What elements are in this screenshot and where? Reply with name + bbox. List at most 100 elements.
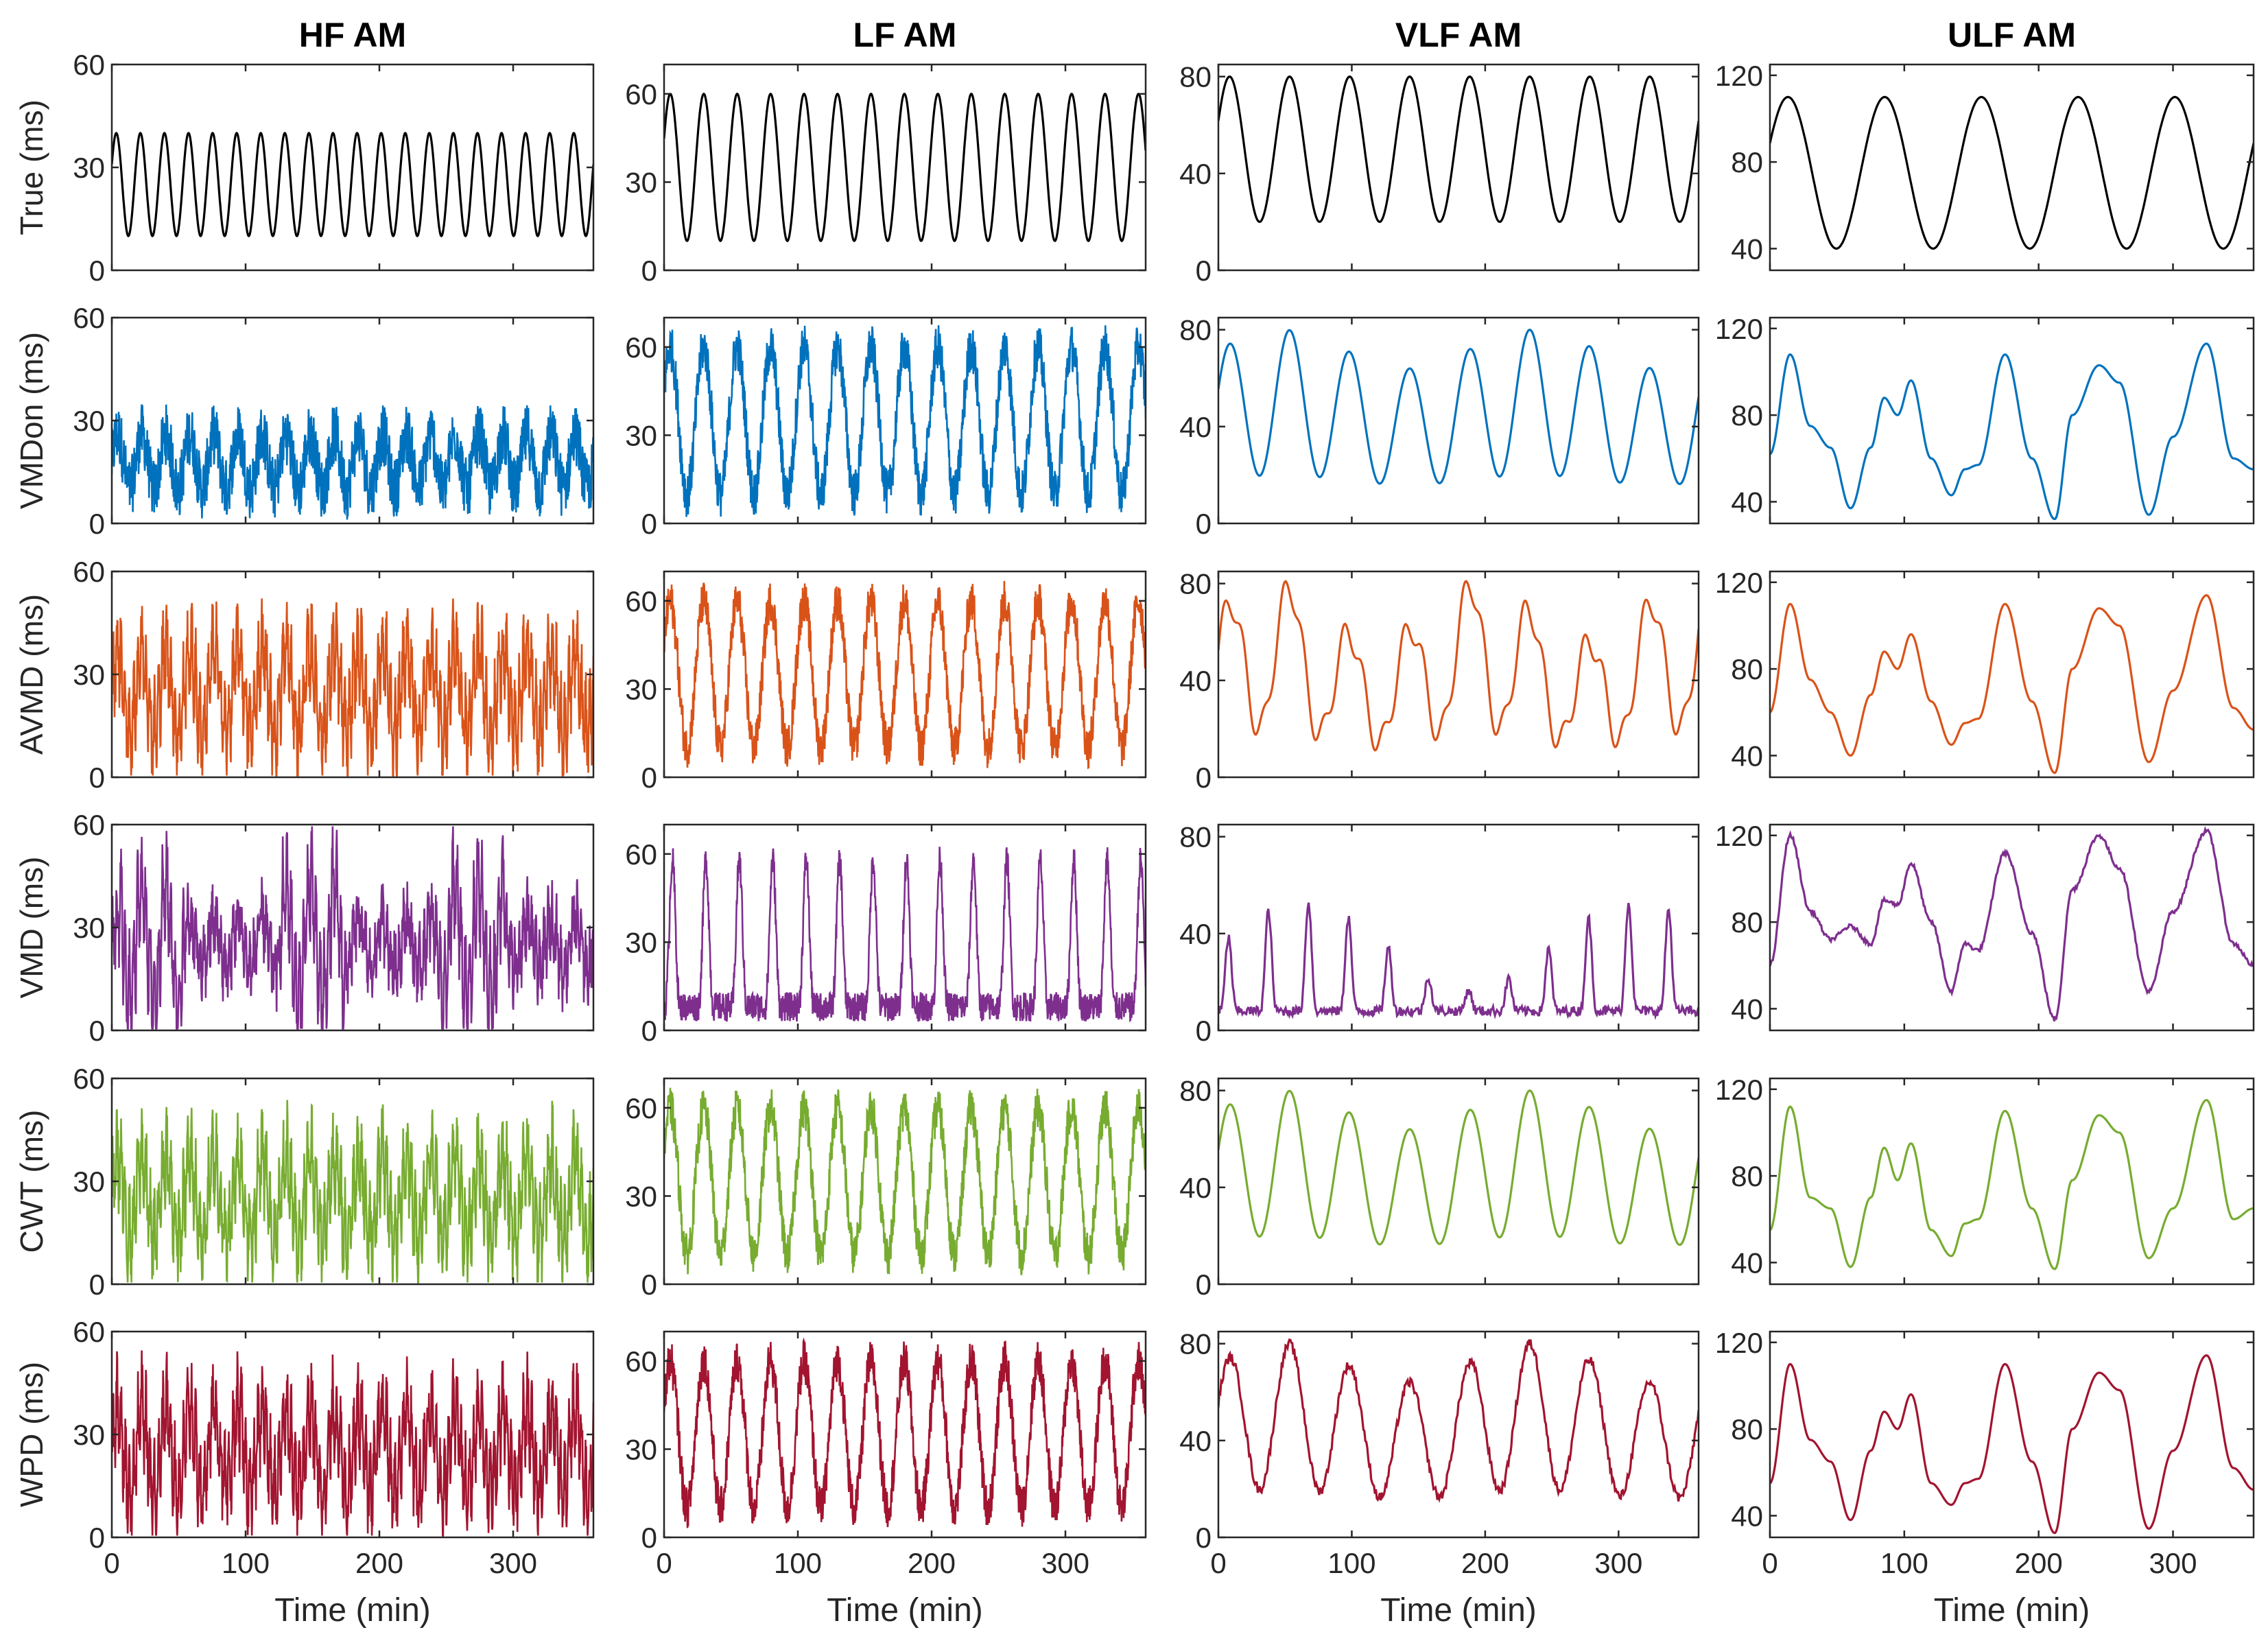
axes-box	[1217, 63, 1700, 272]
y-tick-label: 60	[73, 809, 105, 841]
y-tick-label: 30	[625, 1433, 657, 1465]
subplot-r6-c1: 0 100 200 300 0 30 60 Time (min) WPD (ms)	[14, 1316, 595, 1629]
subplot-r4-c4: 40 80 120	[1715, 820, 2255, 1032]
series-line-true-1	[112, 132, 593, 237]
axes-box	[663, 570, 1147, 779]
y-tick-label: 80	[1731, 653, 1763, 685]
y-tick-label: 30	[625, 419, 657, 451]
axes-box	[1217, 823, 1700, 1032]
x-axis-label: Time (min)	[1380, 1592, 1537, 1629]
series-line-VMDon-4	[1770, 342, 2254, 521]
subplot-r1-c3: 0 40 80	[1179, 61, 1700, 287]
y-tick-label: 40	[1731, 1246, 1763, 1279]
series-line-WPD-4	[1770, 1354, 2254, 1535]
x-tick-label: 200	[2015, 1547, 2063, 1579]
x-tick-label: 0	[1762, 1547, 1777, 1579]
y-tick-label: 80	[1179, 568, 1212, 600]
y-tick-label: 60	[625, 838, 657, 871]
x-tick-label: 300	[2149, 1547, 2197, 1579]
subplot-r5-c3: 0 40 80	[1179, 1075, 1700, 1301]
subplot-r2-c4: 40 80 120	[1715, 313, 2255, 525]
x-tick-label: 200	[908, 1547, 956, 1579]
y-tick-label: 120	[1715, 1074, 1763, 1106]
column-title-1: HF AM	[299, 16, 406, 54]
series-line-WPD-3	[1218, 1338, 1699, 1504]
axes-box	[663, 823, 1147, 1032]
y-tick-label: 0	[89, 1268, 105, 1301]
y-tick-label: 80	[1179, 1075, 1212, 1107]
axes-box	[1769, 1077, 2255, 1286]
y-tick-label: 80	[1731, 1413, 1763, 1445]
y-tick-label: 80	[1731, 399, 1763, 432]
row-label-WPD: WPD (ms)	[14, 1362, 49, 1507]
y-tick-label: 30	[73, 1166, 105, 1198]
y-tick-label: 0	[89, 255, 105, 287]
subplot-r4-c3: 0 40 80	[1179, 821, 1700, 1047]
x-tick-label: 100	[222, 1547, 270, 1579]
x-axis-label: Time (min)	[1934, 1592, 2090, 1629]
series-line-VMDon-1	[112, 404, 593, 520]
subplot-r6-c3: 0 100 200 300 0 40 80 Time (min)	[1179, 1328, 1700, 1629]
y-tick-label: 40	[1731, 486, 1763, 518]
x-tick-label: 100	[1880, 1547, 1928, 1579]
column-title-2: LF AM	[853, 16, 957, 54]
column-title-4: ULF AM	[1948, 16, 2076, 54]
y-tick-label: 0	[641, 1015, 657, 1047]
x-tick-label: 100	[1327, 1547, 1375, 1579]
x-tick-label: 300	[489, 1547, 537, 1579]
y-tick-label: 40	[1179, 918, 1212, 950]
subplot-r1-c4: 40 80 120	[1715, 60, 2255, 272]
axes-box	[1769, 823, 2255, 1032]
x-tick-label: 0	[104, 1547, 119, 1579]
axes-box	[1769, 63, 2255, 272]
y-tick-label: 30	[73, 912, 105, 944]
y-tick-label: 0	[89, 761, 105, 794]
series-line-WPD-2	[664, 1337, 1146, 1528]
series-line-CWT-4	[1770, 1098, 2254, 1270]
y-tick-label: 0	[89, 1522, 105, 1554]
series-line-VMD-4	[1770, 826, 2254, 1021]
x-tick-label: 0	[656, 1547, 672, 1579]
y-tick-label: 60	[625, 585, 657, 617]
y-tick-label: 0	[641, 761, 657, 794]
axes-box	[663, 316, 1147, 525]
y-tick-label: 60	[73, 302, 105, 334]
y-tick-label: 0	[1196, 508, 1212, 540]
row-label-CWT: CWT (ms)	[14, 1110, 49, 1253]
y-tick-label: 80	[1179, 314, 1212, 346]
series-line-AVMD-3	[1218, 580, 1699, 752]
subplot-r6-c2: 0 100 200 300 0 30 60 Time (min)	[625, 1330, 1147, 1629]
y-tick-label: 30	[73, 152, 105, 184]
series-line-VMDon-3	[1218, 328, 1699, 486]
y-tick-label: 60	[625, 78, 657, 110]
row-label-AVMD: AVMD (ms)	[14, 594, 49, 755]
axes-box	[1217, 1330, 1700, 1539]
y-tick-label: 40	[1731, 1500, 1763, 1532]
axes-box	[1217, 1077, 1700, 1286]
y-tick-label: 60	[73, 556, 105, 588]
y-tick-label: 0	[641, 1268, 657, 1301]
y-tick-label: 120	[1715, 1327, 1763, 1359]
y-tick-label: 80	[1731, 1160, 1763, 1192]
subplot-r1-c1: 0 30 60 True (ms)	[14, 49, 595, 287]
y-tick-label: 30	[625, 1180, 657, 1212]
y-tick-label: 120	[1715, 820, 1763, 852]
y-tick-label: 0	[1196, 255, 1212, 287]
y-tick-label: 40	[1731, 740, 1763, 772]
subplot-r5-c1: 0 30 60 CWT (ms)	[14, 1063, 595, 1301]
series-line-VMD-1	[112, 826, 593, 1030]
x-tick-label: 100	[774, 1547, 822, 1579]
axes-box	[1769, 570, 2255, 779]
y-tick-label: 60	[625, 331, 657, 364]
y-tick-label: 0	[1196, 1268, 1212, 1301]
y-tick-label: 30	[625, 926, 657, 958]
y-tick-label: 60	[73, 1063, 105, 1095]
axes-box	[1217, 570, 1700, 779]
series-line-AVMD-1	[112, 598, 593, 777]
x-tick-label: 200	[1461, 1547, 1509, 1579]
column-title-3: VLF AM	[1395, 16, 1522, 54]
y-tick-label: 60	[73, 49, 105, 81]
row-label-true: True (ms)	[14, 99, 49, 235]
subplot-r5-c4: 40 80 120	[1715, 1074, 2255, 1286]
